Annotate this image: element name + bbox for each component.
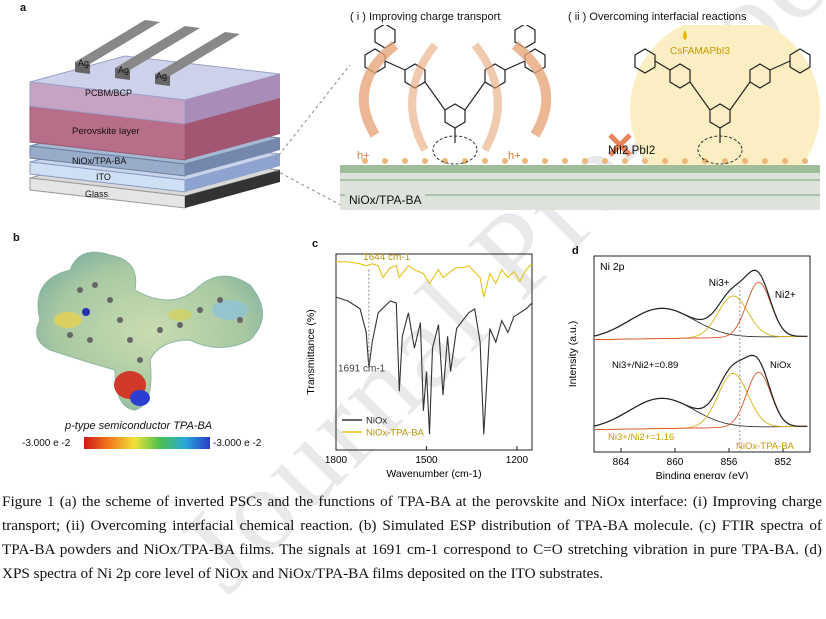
xps-ratio-niox: Ni3+/Ni2+=0.89 <box>612 360 678 371</box>
layer-label-ag-3: Ag <box>156 71 168 81</box>
xps-ratio-tpa: Ni3+/Ni2+=1.16 <box>608 432 674 443</box>
xps-label-niox: NiOx <box>770 360 791 371</box>
ftir-x-tick-label: 1200 <box>506 455 529 466</box>
xps-series-1-p2-line <box>594 371 808 431</box>
reagent-label: CsFAMAPbI3 <box>670 46 731 57</box>
esp-colorbar <box>84 437 210 449</box>
esp-scale-min: -3.000 e -2 <box>22 438 71 449</box>
mechanism-scheme <box>340 25 820 210</box>
xps-x-tick-label: 860 <box>667 457 684 468</box>
xps-x-axis-label: Binding energy (eV) <box>656 470 749 479</box>
ftir-x-tick-label: 1800 <box>325 455 348 466</box>
xps-series-1-env-line <box>593 354 808 427</box>
ftir-series-0-line <box>335 296 533 435</box>
ftir-x-tick-label: 1500 <box>415 455 438 466</box>
esp-scale-max: -3.000 e -2 <box>213 438 262 449</box>
layer-label-glass: Glass <box>85 189 109 199</box>
ftir-annotation-1691: 1691 cm-1 <box>338 364 386 375</box>
xps-label-tpa: NiOx-TPA-BA <box>736 441 795 452</box>
layer-label-ito: ITO <box>96 172 111 182</box>
xps-y-axis-label: Intensity (a.u.) <box>567 321 579 388</box>
xps-x-tick-label: 852 <box>775 457 792 468</box>
layer-label-pcbm: PCBM/BCP <box>85 88 133 98</box>
ftir-x-axis-label: Wavenumber (cm-1) <box>386 468 481 479</box>
substrate-label: NiOx/TPA-BA <box>345 192 426 208</box>
hplus-left: h+ <box>357 150 370 162</box>
xps-series-0-p3-line <box>594 295 808 341</box>
ftir-y-axis-label: Transmittance (%) <box>305 309 317 394</box>
layer-label-niox: NiOx/TPA-BA <box>72 156 127 166</box>
xps-series-0-env-line <box>593 269 808 337</box>
byproduct-label: NiI2 PbI2 <box>608 145 656 157</box>
xps-x-tick-label: 856 <box>721 457 738 468</box>
xps-series-1-p3-line <box>594 372 808 431</box>
ftir-plot-frame <box>335 253 533 451</box>
xps-peak-label-ni2: Ni2+ <box>775 290 796 301</box>
ftir-annotation-1644: 1644 cm-1 <box>363 252 411 263</box>
hplus-right: h+ <box>508 150 521 162</box>
ftir-series-1-line <box>336 261 533 298</box>
panel-label-d: d <box>572 245 579 257</box>
panel-label-b: b <box>13 232 20 244</box>
layer-label-ag-2: Ag <box>118 65 130 75</box>
ftir-legend-label-1: NiOx-TPA-BA <box>366 428 425 439</box>
zoom-lines <box>274 64 351 211</box>
layer-label-ag-1: Ag <box>78 58 90 68</box>
layer-label-perovskite: Perovskite layer <box>72 126 140 137</box>
panel-label-c: c <box>312 238 319 250</box>
device-stack-diagram <box>29 20 281 209</box>
xps-chart: 864 860 856 852 Binding energy (eV) Intensity… <box>567 255 811 479</box>
ftir-legend-label-0: NiOx <box>366 416 387 427</box>
esp-surface-image <box>36 251 263 411</box>
ftir-chart: 1800 1500 1200 Wavenumber (cm-1) Transmittan… <box>305 252 533 479</box>
xps-plot-frame <box>593 255 811 453</box>
figure-caption: Figure 1 (a) the scheme of inverted PSCs… <box>2 490 822 586</box>
xps-title: Ni 2p <box>600 261 625 273</box>
esp-caption: p-type semiconductor TPA-BA <box>65 420 213 432</box>
xps-peak-label-ni3: Ni3+ <box>709 278 730 289</box>
xps-x-tick-label: 864 <box>613 457 630 468</box>
header-improving-charge-transport: ( i ) Improving charge transport <box>350 11 501 23</box>
header-overcoming-reactions: ( ii ) Overcoming interfacial reactions <box>568 11 747 23</box>
panel-label-a: a <box>20 2 27 14</box>
caption-text: Figure 1 (a) the scheme of inverted PSCs… <box>2 493 822 582</box>
